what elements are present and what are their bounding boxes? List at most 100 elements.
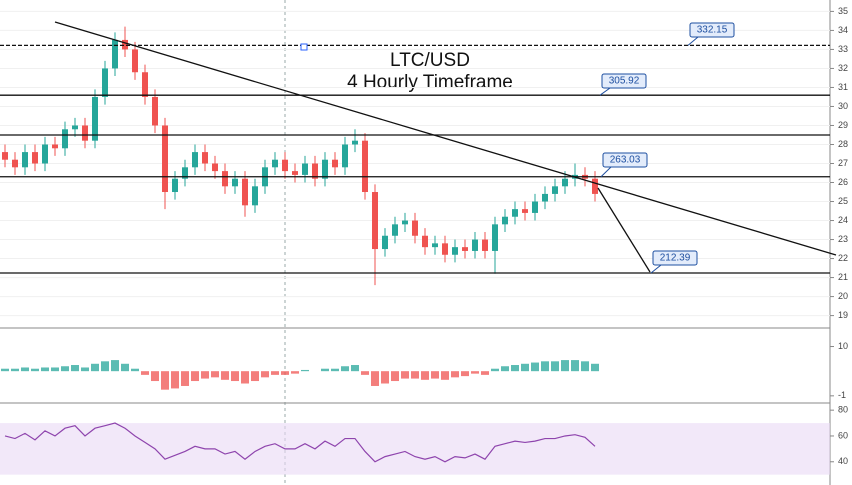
candle-body xyxy=(122,39,128,50)
line-handle xyxy=(300,43,308,51)
callout-pointer xyxy=(687,36,699,46)
candle-body xyxy=(242,178,248,206)
histogram-bar xyxy=(371,371,379,386)
histogram-bar xyxy=(271,371,279,375)
histogram-bar xyxy=(201,371,209,379)
histogram-bar xyxy=(41,367,49,372)
histogram-bar xyxy=(521,363,529,372)
histogram-bar xyxy=(551,361,559,372)
callout-label: 305.92 xyxy=(609,76,640,87)
callout-pointer xyxy=(600,166,612,178)
histogram-bar xyxy=(231,371,239,382)
histogram-bar xyxy=(171,371,179,389)
y-tick-label: 33 xyxy=(838,44,848,54)
histogram-bar xyxy=(61,366,69,372)
candle-body xyxy=(92,96,98,141)
histogram-bar xyxy=(451,371,459,378)
histogram-bar xyxy=(241,371,249,384)
candle-body xyxy=(562,178,568,187)
histogram-bar xyxy=(411,371,419,379)
y-tick-label: 32 xyxy=(838,63,848,73)
histogram-bar xyxy=(591,363,599,372)
candle-body xyxy=(72,125,78,130)
candle-body xyxy=(212,163,218,172)
histogram-bar xyxy=(251,371,259,382)
chart-title: LTC/USD xyxy=(390,50,470,71)
histogram-bar xyxy=(391,371,399,382)
histogram-bar xyxy=(291,371,299,374)
candle-body xyxy=(492,224,498,251)
y-tick-label: 29 xyxy=(838,120,848,130)
histogram-bar xyxy=(331,368,339,372)
candle-body xyxy=(12,159,18,168)
candle-body xyxy=(52,144,58,149)
candle-body xyxy=(502,216,508,225)
candle-body xyxy=(172,178,178,193)
histogram-bar xyxy=(221,371,229,380)
histogram-bar xyxy=(531,362,539,372)
histogram-bar xyxy=(571,360,579,372)
histogram-bar xyxy=(31,368,39,372)
candle-body xyxy=(522,209,528,213)
callout-label: 212.39 xyxy=(660,253,691,264)
chart-subtitle: 4 Hourly Timeframe xyxy=(347,72,513,93)
histogram-bar xyxy=(131,368,139,372)
histogram-bar xyxy=(481,371,489,375)
candle-body xyxy=(342,144,348,168)
candle-body xyxy=(432,243,438,248)
y-tick-label: 31 xyxy=(838,82,848,92)
candle-body xyxy=(162,125,168,193)
histogram-bar xyxy=(281,371,289,375)
histogram-bar xyxy=(511,365,519,372)
rsi-band xyxy=(0,423,830,475)
candle-body xyxy=(82,125,88,141)
candle-body xyxy=(62,129,68,149)
candle-body xyxy=(272,159,278,168)
y-tick-label: 26 xyxy=(838,177,848,187)
histogram-bar xyxy=(11,368,19,372)
histogram-bar xyxy=(581,361,589,372)
candle-body xyxy=(392,224,398,236)
histogram-bar xyxy=(101,361,109,372)
histogram-bar xyxy=(1,368,9,372)
candle-body xyxy=(462,247,468,251)
candle-body xyxy=(202,152,208,164)
candle-body xyxy=(332,159,338,168)
histogram-bar xyxy=(491,368,499,372)
histogram-bar xyxy=(401,371,409,379)
candle-body xyxy=(32,152,38,164)
callout-box xyxy=(652,250,698,266)
candle-body xyxy=(232,178,238,187)
y-tick-label: 40 xyxy=(838,456,848,466)
histogram-bar xyxy=(91,363,99,372)
candle-body xyxy=(442,243,448,255)
histogram-bar xyxy=(301,369,309,372)
candle-body xyxy=(372,192,378,250)
callout-label: 332.15 xyxy=(697,25,728,36)
candle-body xyxy=(142,72,148,97)
y-tick-label: 23 xyxy=(838,234,848,244)
histogram-bar xyxy=(211,371,219,378)
rsi-line xyxy=(4,422,596,463)
candle-body xyxy=(422,235,428,248)
histogram-bar xyxy=(71,365,79,372)
y-tick-label: 28 xyxy=(838,139,848,149)
candle-body xyxy=(472,239,478,251)
histogram-bar xyxy=(561,360,569,372)
histogram-bar xyxy=(151,371,159,382)
callout-box xyxy=(602,152,648,168)
candle-body xyxy=(412,220,418,236)
callout-box xyxy=(601,73,647,89)
histogram-bar xyxy=(471,371,479,374)
candle-body xyxy=(552,186,558,194)
trend-line xyxy=(54,21,837,256)
histogram-bar xyxy=(431,371,439,379)
histogram-bar xyxy=(341,366,349,372)
y-tick-label: 21 xyxy=(838,272,848,282)
candle-body xyxy=(132,49,138,73)
histogram-bar xyxy=(421,371,429,380)
candle-body xyxy=(402,220,408,225)
y-tick-label: 30 xyxy=(838,101,848,111)
y-tick-label: 24 xyxy=(838,215,848,225)
candle-body xyxy=(312,163,318,179)
